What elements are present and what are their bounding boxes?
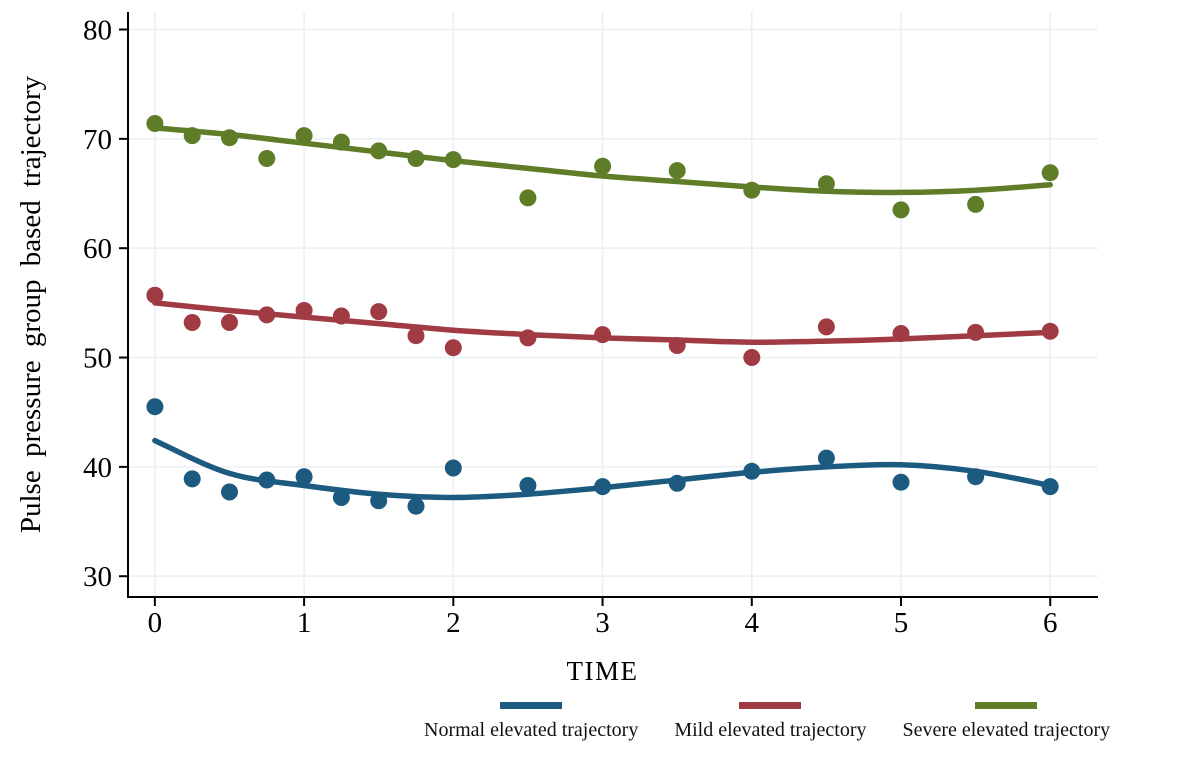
data-point — [743, 349, 761, 366]
data-point — [1041, 478, 1059, 496]
data-point — [295, 468, 313, 486]
y-tick-label: 80 — [83, 14, 112, 46]
legend-item-severe: Severe elevated trajectory — [902, 702, 1110, 742]
data-point — [967, 195, 985, 213]
x-axis-title: TIME — [567, 656, 639, 686]
x-tick-label: 6 — [1043, 607, 1058, 639]
data-point — [1041, 322, 1059, 340]
legend-label-severe: Severe elevated trajectory — [902, 719, 1111, 741]
y-tick-label: 50 — [83, 343, 112, 375]
data-point — [444, 339, 462, 357]
data-point — [370, 303, 388, 321]
x-tick-label: 4 — [745, 607, 760, 639]
y-tick-label: 60 — [83, 233, 112, 265]
legend-label-mild: Mild elevated trajectory — [674, 719, 867, 741]
data-point — [258, 306, 276, 324]
legend-item-normal: Normal elevated trajectory — [424, 702, 638, 742]
x-tick-label: 2 — [446, 607, 461, 639]
y-tick-label: 70 — [83, 124, 112, 156]
legend-swatch-mild — [739, 702, 802, 709]
data-point — [258, 150, 276, 167]
data-point — [146, 398, 164, 416]
data-point — [817, 318, 835, 336]
x-tick-label: 1 — [297, 607, 312, 639]
data-point — [817, 175, 835, 193]
data-point — [370, 142, 388, 160]
data-point — [743, 462, 761, 480]
data-point — [519, 329, 537, 347]
data-point — [258, 471, 276, 489]
data-point — [146, 115, 164, 132]
data-point — [743, 181, 761, 199]
data-point — [221, 314, 238, 331]
data-point — [444, 459, 462, 477]
legend-swatch-severe — [975, 702, 1038, 709]
data-point — [594, 326, 612, 344]
data-point — [668, 337, 686, 354]
data-point — [183, 314, 201, 331]
y-tick-label: 40 — [83, 452, 112, 484]
data-point — [332, 307, 350, 325]
x-tick-label: 3 — [595, 607, 610, 639]
data-point — [967, 468, 985, 486]
data-point — [892, 325, 910, 342]
data-point — [444, 151, 462, 169]
x-tick-label: 5 — [894, 607, 909, 639]
data-point — [295, 302, 313, 319]
data-point — [407, 150, 425, 167]
legend: Normal elevated trajectory Mild elevated… — [424, 702, 1110, 742]
data-point — [332, 133, 350, 151]
data-point — [817, 449, 835, 467]
plot-area — [128, 12, 1098, 597]
legend-swatch-normal — [500, 702, 563, 709]
y-tick-label: 30 — [83, 561, 112, 593]
data-point — [407, 327, 425, 345]
data-point — [519, 189, 537, 207]
data-point — [668, 162, 686, 180]
data-point — [221, 129, 238, 147]
data-point — [183, 127, 201, 145]
data-point — [668, 474, 686, 492]
data-point — [407, 497, 425, 515]
data-point — [892, 201, 910, 219]
legend-label-normal: Normal elevated trajectory — [424, 719, 639, 741]
x-tick-label: 0 — [148, 607, 163, 639]
data-point — [519, 477, 537, 494]
legend-item-mild: Mild elevated trajectory — [674, 702, 866, 742]
data-point — [146, 286, 164, 304]
data-point — [1041, 164, 1059, 182]
data-point — [183, 470, 201, 488]
data-point — [594, 478, 612, 496]
y-axis-title: Pulse pressure group based trajectory — [15, 75, 47, 533]
data-point — [594, 157, 612, 175]
chart-svg: 0 1 2 3 4 5 6 30 40 50 60 70 80 TIME Pulse pressure gr… — [15, 12, 1098, 686]
data-point — [295, 127, 313, 145]
data-point — [332, 489, 350, 506]
data-point — [967, 323, 985, 341]
data-point — [892, 473, 910, 491]
data-point — [221, 483, 238, 501]
data-point — [370, 492, 388, 510]
